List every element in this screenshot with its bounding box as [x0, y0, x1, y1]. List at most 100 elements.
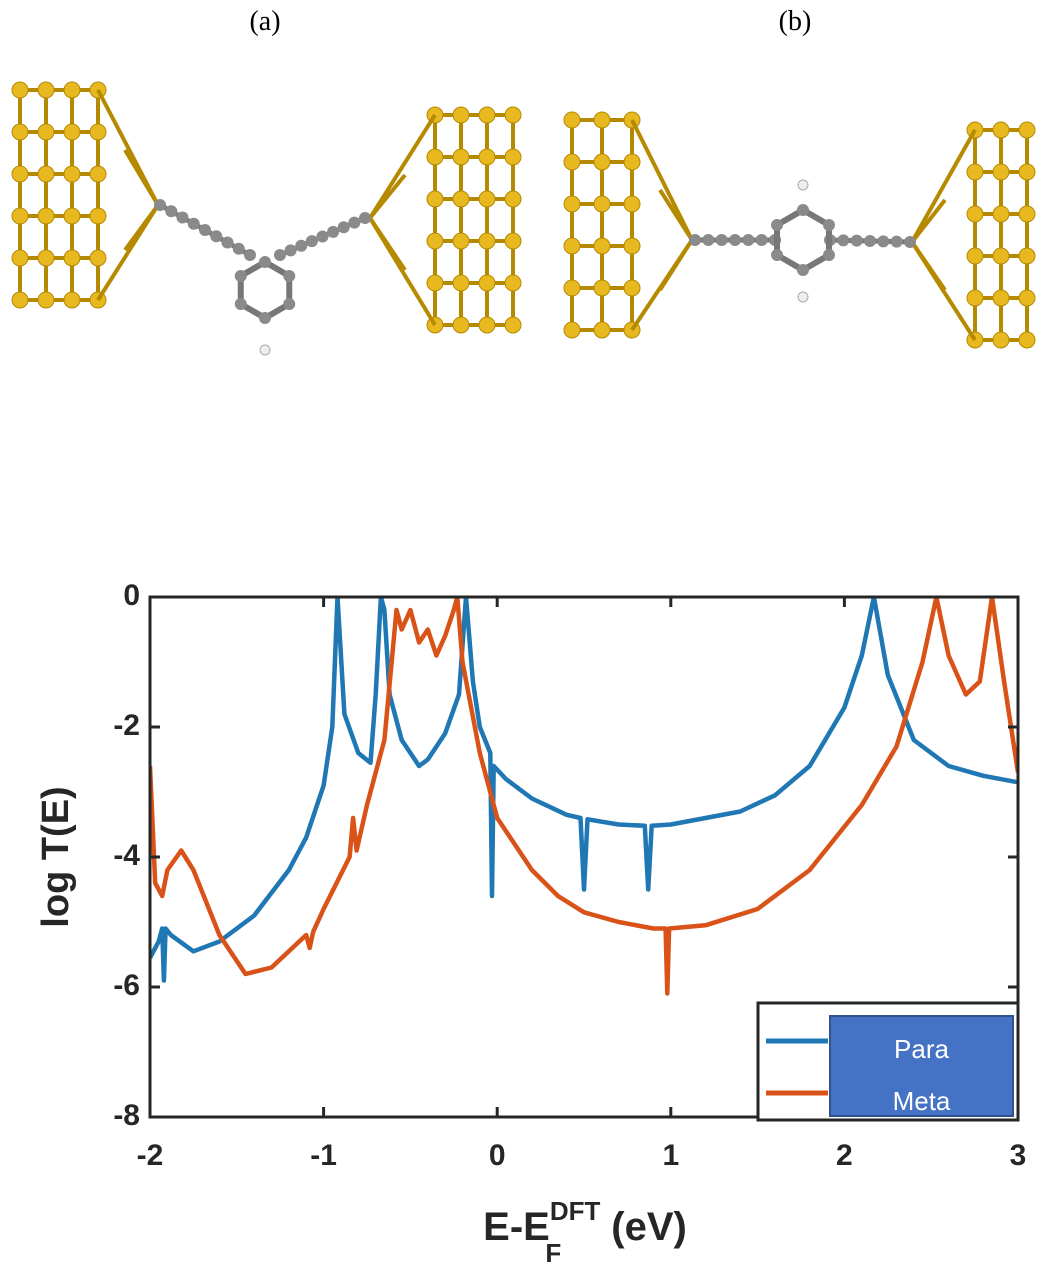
atom [12, 292, 28, 308]
atom [823, 249, 835, 261]
legend-label: Meta [893, 1086, 951, 1116]
atom [479, 317, 495, 333]
atom [702, 234, 714, 246]
atom [427, 191, 443, 207]
atom [260, 345, 270, 355]
atom [967, 248, 983, 264]
atom [505, 317, 521, 333]
atom [12, 208, 28, 224]
atom [285, 244, 297, 256]
x-label-unit: (eV) [611, 1205, 687, 1249]
atom [594, 322, 610, 338]
atom [235, 270, 247, 282]
atom [505, 149, 521, 165]
atom [479, 275, 495, 291]
atom [716, 234, 728, 246]
x-label-main: E-E [483, 1205, 550, 1249]
atom [453, 275, 469, 291]
atom [283, 298, 295, 310]
atom [12, 250, 28, 266]
atom [742, 234, 754, 246]
atom [12, 166, 28, 182]
series-line [150, 597, 1018, 994]
panel-label: (a) [249, 6, 280, 37]
atom [90, 250, 106, 266]
series-line [150, 597, 1018, 981]
atom [624, 196, 640, 212]
atom [188, 218, 200, 230]
atom [505, 191, 521, 207]
atom [38, 124, 54, 140]
atom [505, 107, 521, 123]
atom [729, 234, 741, 246]
atom [594, 196, 610, 212]
atom [38, 292, 54, 308]
bond [912, 130, 975, 242]
bond [370, 218, 405, 270]
atom [904, 236, 916, 248]
atom [797, 204, 809, 216]
ring [777, 210, 829, 270]
atom [479, 191, 495, 207]
x-label-sub: F [545, 1238, 561, 1268]
atom [564, 322, 580, 338]
bond [125, 205, 158, 250]
atom [177, 212, 189, 224]
atom [12, 82, 28, 98]
atom [64, 82, 80, 98]
y-axis-label: log T(E) [35, 786, 77, 927]
x-tick-label: 0 [489, 1139, 506, 1172]
atom [1019, 248, 1035, 264]
x-axis-label: E-EDFT F (eV) [483, 1196, 687, 1268]
atom [594, 238, 610, 254]
atom [505, 233, 521, 249]
atom [479, 233, 495, 249]
atom [233, 243, 245, 255]
atom [624, 154, 640, 170]
atom [1019, 332, 1035, 348]
atom [64, 166, 80, 182]
y-tick-label: 0 [123, 579, 140, 612]
atom [564, 196, 580, 212]
x-label-sup: DFT [550, 1196, 601, 1226]
atom [12, 124, 28, 140]
atom [771, 249, 783, 261]
bond [370, 115, 435, 218]
atom [38, 250, 54, 266]
atom [1019, 164, 1035, 180]
atom [837, 234, 849, 246]
y-tick-label: -4 [113, 839, 140, 872]
atom [564, 154, 580, 170]
atom [327, 226, 339, 238]
atom [259, 256, 271, 268]
bond [660, 190, 692, 240]
atom [505, 275, 521, 291]
x-tick-label: 3 [1010, 1139, 1027, 1172]
atom [798, 292, 808, 302]
bond [660, 240, 692, 290]
atom [274, 249, 286, 261]
atom [222, 237, 234, 249]
atom [967, 206, 983, 222]
atom [90, 208, 106, 224]
atom [427, 275, 443, 291]
atom [877, 235, 889, 247]
atom [564, 280, 580, 296]
atom [348, 217, 360, 229]
atom [453, 191, 469, 207]
atom [38, 166, 54, 182]
atom [564, 112, 580, 128]
atom [64, 124, 80, 140]
atom [38, 82, 54, 98]
atom [624, 238, 640, 254]
y-tick-label: -2 [113, 709, 140, 742]
atom [283, 270, 295, 282]
y-tick-label: -6 [113, 969, 140, 1002]
atom [479, 149, 495, 165]
atom [851, 235, 863, 247]
atom [295, 240, 307, 252]
atom [993, 122, 1009, 138]
panel-label: (b) [779, 6, 812, 37]
atom [235, 298, 247, 310]
atom [993, 206, 1009, 222]
